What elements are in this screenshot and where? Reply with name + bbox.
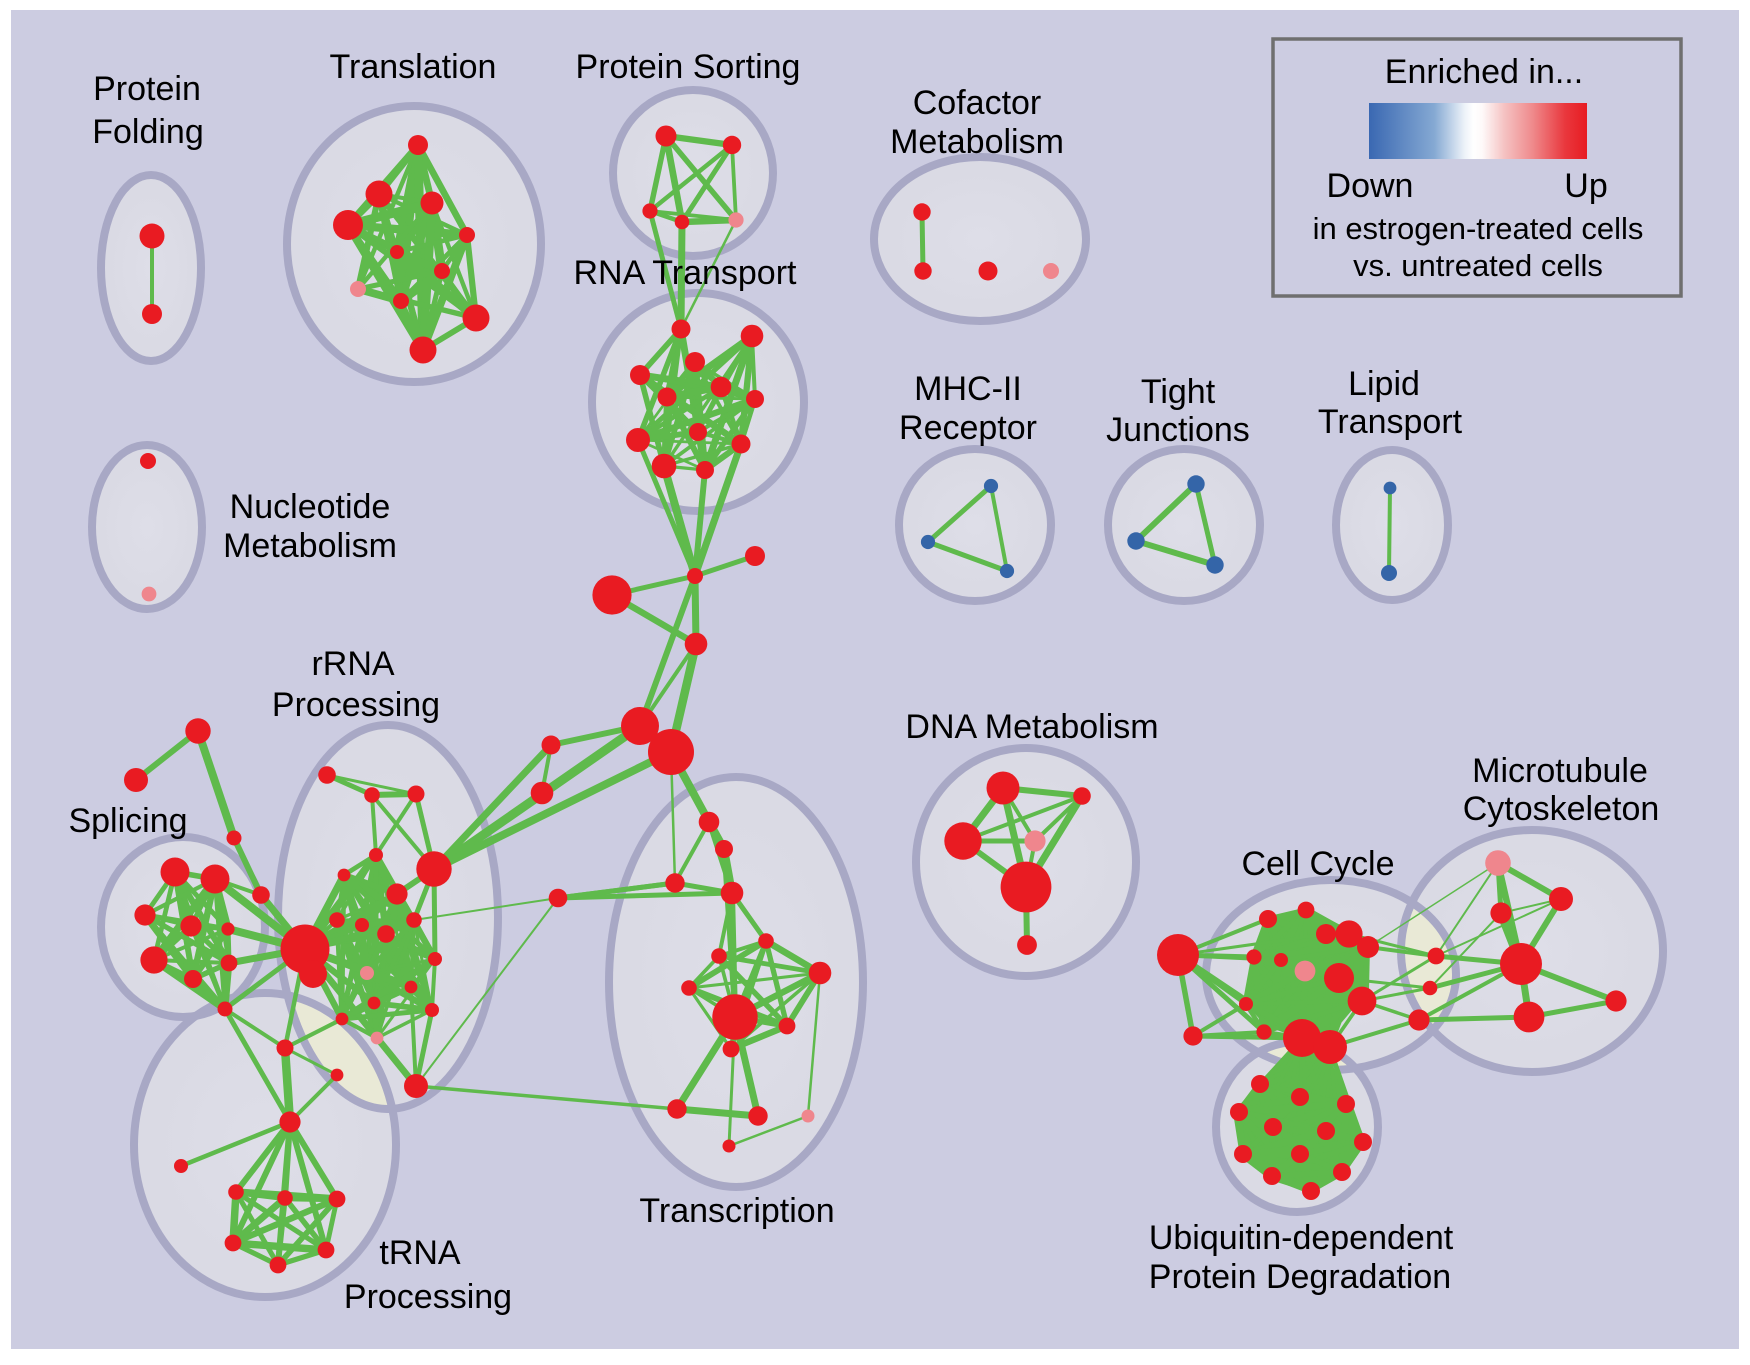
svg-text:Tight: Tight <box>1141 373 1216 411</box>
svg-text:MHC-II: MHC-II <box>914 370 1022 408</box>
svg-text:Receptor: Receptor <box>899 409 1037 447</box>
svg-text:in estrogen-treated cells: in estrogen-treated cells <box>1313 211 1644 246</box>
svg-text:Protein Sorting: Protein Sorting <box>576 48 801 86</box>
svg-text:Folding: Folding <box>92 113 204 151</box>
svg-text:Transcription: Transcription <box>639 1192 834 1230</box>
svg-text:DNA Metabolism: DNA Metabolism <box>905 708 1158 746</box>
svg-text:tRNA: tRNA <box>379 1234 461 1272</box>
svg-text:Up: Up <box>1564 167 1607 205</box>
svg-text:Microtubule: Microtubule <box>1472 752 1648 790</box>
svg-text:Cofactor: Cofactor <box>913 84 1042 122</box>
svg-text:Splicing: Splicing <box>68 802 187 840</box>
svg-text:Lipid: Lipid <box>1348 365 1420 403</box>
svg-text:Translation: Translation <box>330 48 497 86</box>
svg-text:RNA Transport: RNA Transport <box>574 254 798 292</box>
svg-text:Cytoskeleton: Cytoskeleton <box>1463 790 1660 828</box>
svg-text:Cell Cycle: Cell Cycle <box>1241 845 1394 883</box>
svg-text:Nucleotide: Nucleotide <box>230 488 391 526</box>
svg-text:Metabolism: Metabolism <box>890 123 1064 161</box>
svg-text:Metabolism: Metabolism <box>223 527 397 565</box>
svg-text:Junctions: Junctions <box>1106 411 1250 449</box>
svg-text:Enriched in...: Enriched in... <box>1385 53 1583 91</box>
svg-text:Protein Degradation: Protein Degradation <box>1149 1258 1451 1296</box>
svg-text:Processing: Processing <box>272 686 440 724</box>
svg-text:Down: Down <box>1327 167 1414 205</box>
svg-text:Ubiquitin-dependent: Ubiquitin-dependent <box>1149 1219 1454 1257</box>
svg-text:Processing: Processing <box>344 1278 512 1316</box>
svg-text:vs. untreated cells: vs. untreated cells <box>1353 248 1603 283</box>
svg-text:Transport: Transport <box>1318 403 1463 441</box>
svg-text:rRNA: rRNA <box>311 645 394 683</box>
svg-text:Protein: Protein <box>93 70 201 108</box>
